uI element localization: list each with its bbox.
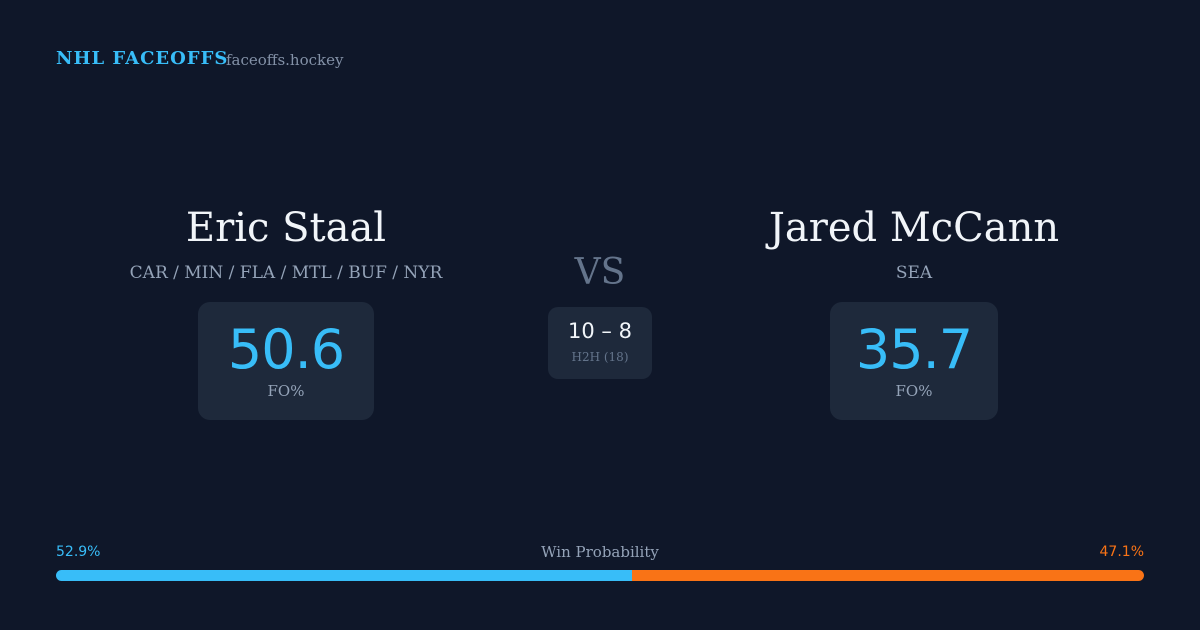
h2h-score: 10 – 8: [568, 319, 632, 343]
probability-bar: [56, 570, 1144, 581]
player-name: Jared McCann: [768, 205, 1060, 251]
left-probability: 52.9%: [56, 544, 101, 560]
probability-title: Win Probability: [541, 543, 659, 561]
versus: VS: [574, 252, 626, 293]
fo-box: 35.7 FO%: [830, 302, 998, 420]
right-probability: 47.1%: [1099, 544, 1144, 560]
brand: NHL FACEOFFS: [56, 48, 229, 69]
player-name: Eric Staal: [185, 205, 387, 251]
h2h-label: H2H (18): [571, 350, 629, 364]
site: faceoffs.hockey: [226, 51, 344, 69]
fo-label: FO%: [895, 382, 933, 400]
right-segment: [631, 570, 1144, 581]
h2h-box: 10 – 8 H2H (18): [548, 307, 652, 379]
player-teams: CAR / MIN / FLA / MTL / BUF / NYR: [129, 263, 443, 283]
player-teams: SEA: [895, 263, 933, 283]
fo-value: 50.6: [227, 318, 345, 381]
fo-label: FO%: [267, 382, 305, 400]
left-segment: [56, 570, 632, 581]
fo-value: 35.7: [855, 318, 973, 381]
fo-box: 50.6 FO%: [198, 302, 374, 420]
